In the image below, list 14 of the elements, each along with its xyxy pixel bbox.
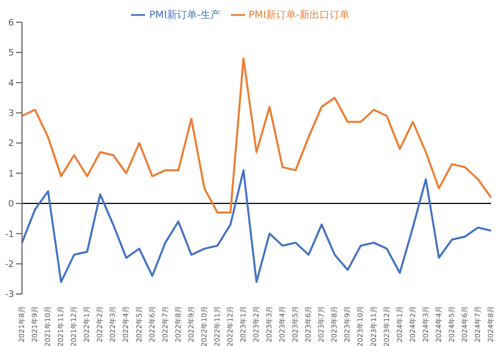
y-tick-label: 2 [8,139,14,150]
y-tick-label: 0 [8,200,14,210]
y-tick-label: 6 [8,18,14,28]
line-series [21,57,492,214]
legend-label: PMI新订单-新出口订单 [248,10,350,21]
y-tick-label: -1 [5,230,14,240]
y-tick-label: 3 [8,109,14,120]
y-tick-label: -3 [5,290,14,300]
y-tick-label: 5 [8,48,14,59]
legend-label: PMI新订单-生产 [149,10,220,21]
y-tick-label: -2 [5,260,14,270]
line-series [21,169,492,283]
y-tick-label: 4 [8,78,14,89]
y-tick-label: 1 [8,169,14,180]
